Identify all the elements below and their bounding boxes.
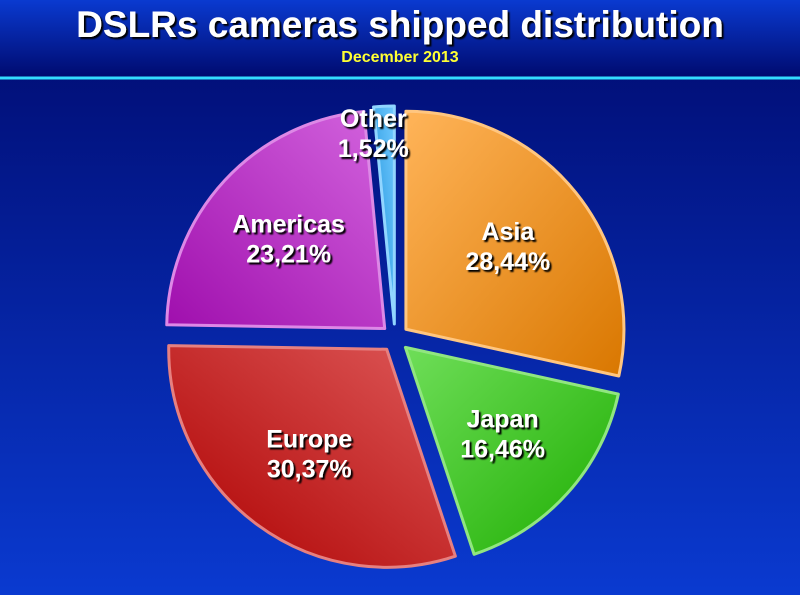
pie-slice bbox=[403, 345, 620, 556]
slice-label: Japan bbox=[466, 406, 538, 434]
slice-value-label: 1,52% bbox=[338, 135, 409, 163]
header-band bbox=[0, 0, 800, 78]
slice-label: Other bbox=[340, 105, 407, 133]
slice-value-label: 23,21% bbox=[246, 240, 331, 268]
slice-label: Europe bbox=[266, 425, 352, 453]
slice-value-label: 16,46% bbox=[460, 436, 545, 464]
pie-slice bbox=[372, 104, 396, 326]
pie-slice bbox=[167, 344, 457, 569]
slice-value-label: 30,37% bbox=[267, 455, 352, 483]
chart-title: DSLRs cameras shipped distribution bbox=[76, 4, 724, 45]
chart-subtitle: December 2013 bbox=[341, 49, 459, 66]
slice-label: Americas bbox=[232, 210, 345, 238]
slice-label: Asia bbox=[481, 218, 535, 246]
slice-value-label: 28,44% bbox=[465, 248, 550, 276]
pie-slice bbox=[404, 109, 626, 378]
pie-slice bbox=[165, 109, 387, 330]
